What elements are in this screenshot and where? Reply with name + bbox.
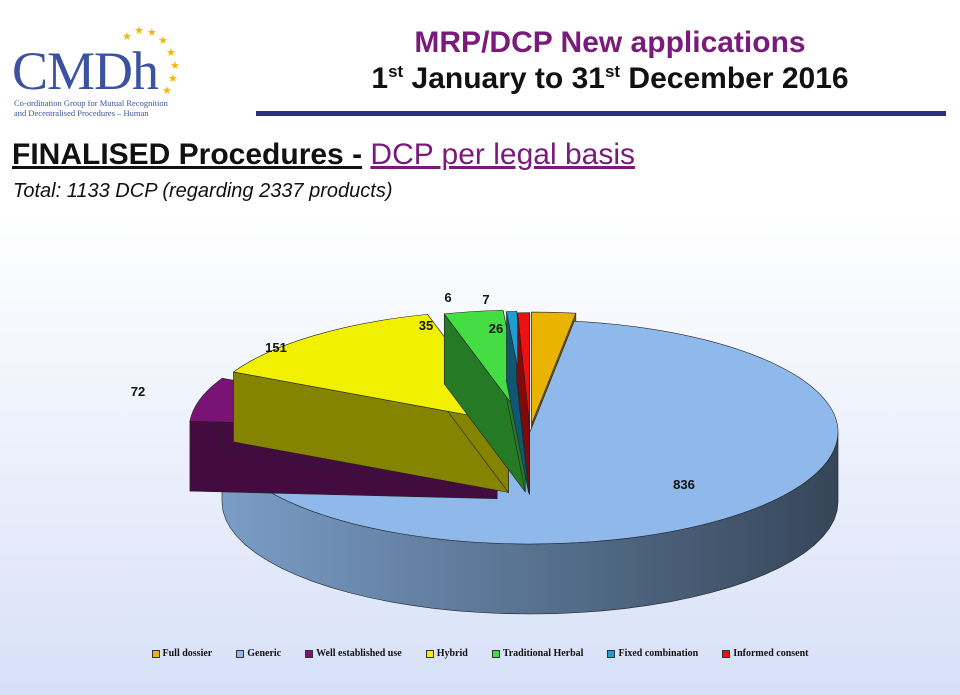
legend-swatch [607,649,616,658]
legend-swatch [305,649,314,658]
svg-text:★: ★ [170,60,180,72]
svg-text:★: ★ [162,85,172,97]
legend-item: Full dossier [151,648,213,659]
legend-swatch [236,649,245,658]
legend-swatch [722,649,731,658]
chart-legend: Full dossier Generic Well established use H… [0,648,960,659]
legend-item: Generic [236,648,281,659]
svg-text:★: ★ [168,73,178,85]
data-label: 836 [673,477,695,492]
data-label: 35 [419,318,433,333]
section-heading-main: FINALISED Procedures - [12,138,363,171]
header-divider [256,111,946,116]
legend-label: Well established use [316,648,402,659]
svg-text:★: ★ [158,35,168,47]
data-label: 151 [265,340,287,355]
svg-text:★: ★ [147,27,157,39]
date-part-2: January to 31 [403,62,605,95]
pie-slice-informed-consent [517,312,530,495]
svg-text:★: ★ [122,31,132,43]
legend-label: Generic [247,648,282,659]
svg-text:★: ★ [134,25,144,37]
date-sup-1: st [388,62,404,81]
legend-label: Fixed combination [618,648,699,659]
stars-icon: ★ ★ ★ ★ ★ ★ ★ ★ [122,25,180,97]
section-heading: FINALISED Procedures - DCP per legal bas… [12,138,635,172]
legend-item: Fixed combination [607,648,698,659]
logo-subtitle-line2: and Decentralised Procedures – Human [14,108,149,118]
legend-label: Traditional Herbal [502,648,584,659]
svg-text:★: ★ [166,47,176,59]
cmdh-logo: ★ ★ ★ ★ ★ ★ ★ ★ CMDh Co-ordination Group… [10,18,200,118]
legend-item: Informed consent [722,648,808,659]
pie-slice-top [531,311,577,425]
legend-label: Informed consent [733,648,809,659]
legend-label: Hybrid [436,648,468,659]
legend-item: Hybrid [425,648,468,659]
pie-chart: 26 836 72 151 35 6 7 [131,290,839,615]
legend-swatch [425,649,434,658]
legend-label: Full dossier [162,648,213,659]
pie-slice-top [443,309,526,423]
legend-item: Traditional Herbal [491,648,584,659]
logo-subtitle: Co-ordination Group for Mutual Recogniti… [14,98,204,118]
data-label: 7 [482,292,489,307]
logo-wordmark: CMDh [12,41,159,101]
data-label: 26 [489,321,503,336]
page-title: MRP/DCP New applications [414,26,806,59]
data-label: 6 [444,290,451,305]
page-subtitle-dates: 1st January to 31st December 2016 [260,62,960,96]
legend-item: Well established use [305,648,402,659]
date-sup-2: st [604,62,621,81]
total-summary: Total: 1133 DCP (regarding 2337 products… [13,180,393,202]
legend-swatch [491,649,500,658]
date-part-3: December 2016 [620,62,849,95]
data-label: 72 [131,384,145,399]
pie-slice-top [517,312,530,425]
logo-subtitle-line1: Co-ordination Group for Mutual Recogniti… [14,98,168,108]
legend-swatch [151,649,160,658]
section-heading-link[interactable]: DCP per legal basis [370,138,636,171]
date-part-1: 1 [371,62,389,95]
pie-slice-top [232,314,510,423]
